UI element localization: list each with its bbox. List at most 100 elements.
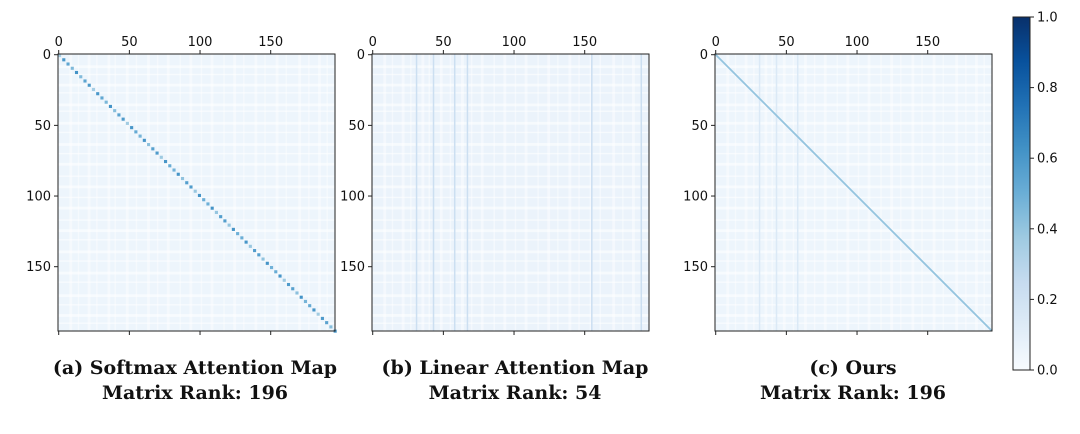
heatmap-diagonal-cell (248, 244, 252, 248)
heatmap-row-band (58, 162, 335, 166)
heatmap-col-band (401, 54, 405, 331)
heatmap-col-band (804, 54, 807, 331)
y-tick-label: 150 (26, 260, 51, 275)
heatmap-col-band (942, 54, 944, 331)
x-tick-label: 50 (121, 35, 138, 50)
heatmap-col-band (599, 54, 601, 331)
heatmap-strong-column (466, 54, 469, 331)
heatmap-row-band (372, 322, 649, 324)
heatmap-row-band (58, 260, 335, 262)
heatmap-row-band (58, 103, 335, 107)
heatmap-row-band (372, 92, 649, 94)
heatmap-row-band (715, 196, 992, 199)
heatmap-row-band (715, 294, 992, 298)
heatmap-diagonal-cell (151, 147, 155, 151)
y-tick-label: 0 (43, 48, 51, 63)
heatmap-row-band (372, 304, 649, 306)
x-tick-label: 100 (845, 35, 870, 50)
heatmap-strong-column (796, 54, 799, 331)
heatmap-row-band (58, 73, 335, 76)
heatmap-col-band (836, 54, 838, 331)
panel-frame (57, 53, 336, 332)
heatmap-col-band (96, 54, 98, 331)
heatmap-col-band (264, 54, 266, 331)
heatmap-diagonal-cell (163, 159, 168, 164)
heatmap-diagonal-cell (138, 134, 142, 138)
heatmap-col-band (771, 54, 773, 331)
heatmap-row-band (58, 322, 335, 324)
heatmap-diagonal-cell (257, 253, 261, 257)
heatmap-col-band (514, 54, 517, 331)
y-tick-label: 100 (340, 190, 365, 205)
heatmap-row-band (715, 239, 992, 241)
heatmap-diagonal-cell (231, 227, 235, 231)
heatmap-strong-column (775, 54, 778, 331)
heatmap-col-band (254, 54, 258, 331)
heatmap-strong-column (591, 54, 593, 331)
heatmap-col-band (503, 54, 507, 331)
heatmap-diagonal-cell (202, 198, 206, 202)
heatmap-col-band (846, 54, 850, 331)
colorbar-tick-label: 0.6 (1037, 152, 1058, 167)
panel-ours: 0 50 100 150 0 50 100 150 (683, 35, 993, 335)
heatmap-col-band (189, 54, 193, 331)
x-tick-label: 0 (369, 35, 377, 50)
heatmap-row-band (715, 152, 992, 155)
heatmap-diagonal-cell (282, 278, 286, 282)
heatmap-diagonal-cell (189, 185, 193, 189)
heatmap-row-band (58, 304, 335, 306)
heatmap-diagonal-cell (134, 130, 138, 134)
heatmap-diagonal-cell (62, 58, 66, 62)
heatmap-diagonal-cell (223, 219, 227, 223)
colorbar-tick-label: 1.0 (1037, 11, 1058, 26)
heatmap-col-band (524, 54, 528, 331)
heatmap-diagonal-cell (325, 321, 329, 325)
x-tick-label: 0 (55, 35, 63, 50)
heatmap-row-band (372, 260, 649, 262)
heatmap-col-band (612, 54, 616, 331)
heatmap-diagonal-cell (261, 257, 265, 261)
colorbar-gradient (1012, 16, 1031, 371)
heatmap-col-band (900, 54, 902, 331)
heatmap-row-band (715, 162, 992, 166)
caption-ours: (c) Ours Matrix Rank: 196 (683, 356, 1023, 406)
heatmap-diagonal-cell (121, 117, 125, 121)
heatmap-diagonal-cell (219, 215, 223, 219)
heatmap-row-band (715, 314, 992, 317)
heatmap-row-band (58, 110, 335, 112)
heatmap-row-band (58, 271, 335, 275)
y-tick-label: 100 (26, 190, 51, 205)
heatmap-diagonal-cell (244, 240, 248, 244)
heatmap-row-band (715, 229, 992, 233)
heatmap-diagonal-cell (269, 265, 274, 270)
heatmap-row-band (715, 131, 992, 134)
heatmap-col-band (114, 54, 116, 331)
heatmap-diagonal-cell (210, 206, 214, 210)
heatmap-diagonal-cell (96, 92, 100, 96)
heatmap-col-band (107, 54, 111, 331)
caption-ours-rank: Matrix Rank: 196 (759, 382, 947, 404)
heatmap-col-band (823, 54, 827, 331)
heatmap-col-band (223, 54, 225, 331)
heatmap-col-band (480, 54, 484, 331)
heatmap-col-band (77, 54, 80, 331)
heatmap-col-band (87, 54, 91, 331)
heatmap-col-band (210, 54, 214, 331)
heatmap-col-band (428, 54, 430, 331)
heatmap-col-band (156, 54, 159, 331)
heatmap-col-band (867, 54, 871, 331)
heatmap-diagonal-cell (299, 295, 303, 299)
heatmap-row-band (58, 92, 335, 94)
heatmap-diagonal-cell (58, 54, 62, 58)
heatmap-diagonal-cell (66, 62, 70, 66)
heatmap-col-band (734, 54, 737, 331)
x-tick-label: 100 (188, 35, 213, 50)
heatmap-col-band (965, 54, 967, 331)
heatmap-col-band (285, 54, 287, 331)
heatmap-diagonal-cell (312, 308, 316, 312)
heatmap-col-band (890, 54, 894, 331)
heatmap-row-band (372, 239, 649, 241)
x-tick-label: 50 (435, 35, 452, 50)
x-tick-label: 100 (502, 35, 527, 50)
heatmap-row-band (715, 73, 992, 76)
